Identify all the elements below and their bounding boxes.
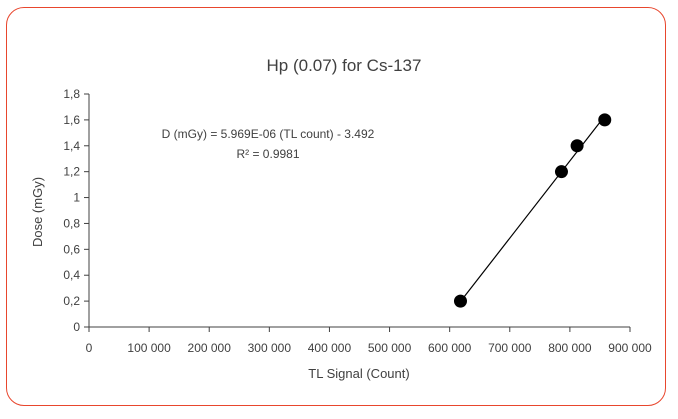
chart-title: Hp (0.07) for Cs-137 <box>267 56 422 75</box>
x-tick-label: 100 000 <box>127 341 171 355</box>
x-tick-label: 800 000 <box>548 341 592 355</box>
y-axis-label: Dose (mGy) <box>30 177 45 247</box>
data-point <box>453 294 467 308</box>
y-tick-label: 1 <box>73 191 80 205</box>
y-tick-label: 0,2 <box>63 294 80 308</box>
equation-annotation: D (mGy) = 5.969E-06 (TL count) - 3.492 <box>162 127 375 141</box>
y-tick-label: 0,8 <box>63 216 80 230</box>
x-tick-label: 900 000 <box>608 341 652 355</box>
axes <box>84 93 631 332</box>
tick-labels: 0 0,2 0,4 0,6 0,8 1 1,2 1,4 1,6 1,8 0 100 000 200 00… <box>63 87 652 355</box>
x-tick-label: 400 000 <box>308 341 352 355</box>
r2-annotation: R² = 0.9981 <box>236 147 299 161</box>
data-points <box>453 113 612 308</box>
chart-frame <box>6 7 666 406</box>
y-tick-label: 1,6 <box>63 113 80 127</box>
x-axis-label: TL Signal (Count) <box>308 366 409 381</box>
x-tick-label: 0 <box>86 341 93 355</box>
y-tick-label: 1,8 <box>63 87 80 101</box>
y-tick-label: 0,4 <box>63 268 80 282</box>
y-tick-label: 0 <box>73 320 80 334</box>
y-tick-label: 1,2 <box>63 165 80 179</box>
y-tick-label: 1,4 <box>63 139 80 153</box>
x-tick-label: 300 000 <box>248 341 292 355</box>
data-point <box>554 165 568 179</box>
x-tick-label: 700 000 <box>488 341 532 355</box>
x-tick-label: 500 000 <box>368 341 412 355</box>
y-tick-label: 0,6 <box>63 242 80 256</box>
x-tick-label: 600 000 <box>428 341 472 355</box>
data-point <box>598 113 612 127</box>
data-point <box>570 139 584 153</box>
x-tick-label: 200 000 <box>188 341 232 355</box>
